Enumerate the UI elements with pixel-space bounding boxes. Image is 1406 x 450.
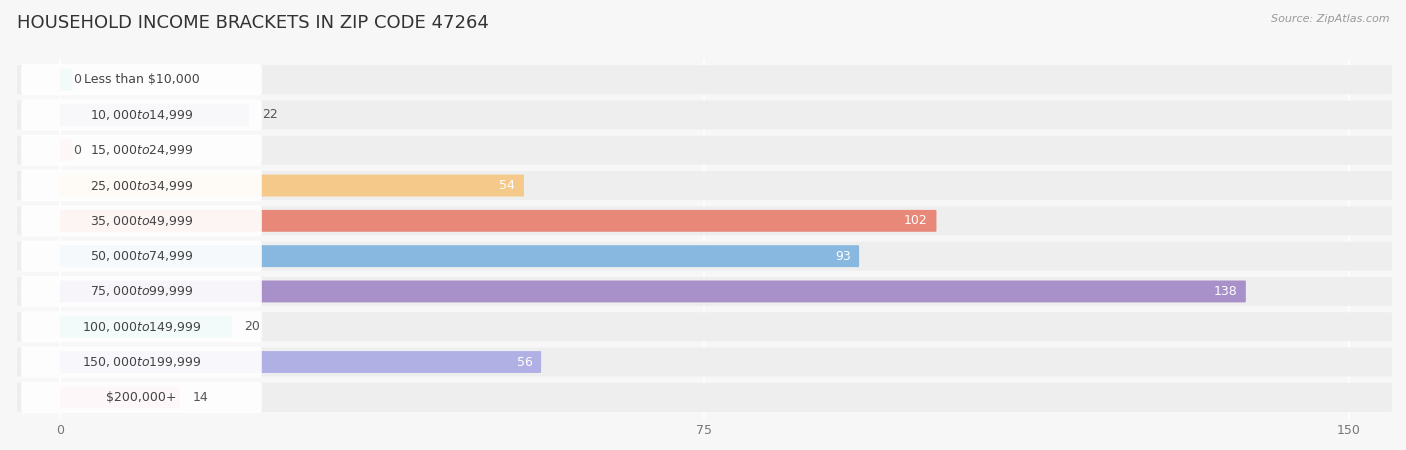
Text: $10,000 to $14,999: $10,000 to $14,999 xyxy=(90,108,193,122)
FancyBboxPatch shape xyxy=(60,245,859,267)
Text: $75,000 to $99,999: $75,000 to $99,999 xyxy=(90,284,193,298)
Text: 54: 54 xyxy=(499,179,516,192)
FancyBboxPatch shape xyxy=(17,347,1392,377)
Text: 14: 14 xyxy=(193,391,209,404)
FancyBboxPatch shape xyxy=(21,170,262,201)
FancyBboxPatch shape xyxy=(21,205,262,236)
Text: 22: 22 xyxy=(262,108,277,122)
FancyBboxPatch shape xyxy=(17,100,1392,130)
FancyBboxPatch shape xyxy=(17,65,1392,94)
Text: $25,000 to $34,999: $25,000 to $34,999 xyxy=(90,179,193,193)
FancyBboxPatch shape xyxy=(21,64,262,95)
FancyBboxPatch shape xyxy=(21,135,262,166)
FancyBboxPatch shape xyxy=(17,383,1392,412)
Text: 20: 20 xyxy=(245,320,260,333)
Text: $200,000+: $200,000+ xyxy=(107,391,177,404)
FancyBboxPatch shape xyxy=(17,136,1392,165)
FancyBboxPatch shape xyxy=(17,242,1392,270)
FancyBboxPatch shape xyxy=(60,175,524,197)
FancyBboxPatch shape xyxy=(21,276,262,307)
FancyBboxPatch shape xyxy=(60,387,180,408)
FancyBboxPatch shape xyxy=(21,241,262,272)
FancyBboxPatch shape xyxy=(60,140,73,161)
Text: 0: 0 xyxy=(73,144,80,157)
FancyBboxPatch shape xyxy=(21,346,262,378)
Text: 0: 0 xyxy=(73,73,80,86)
FancyBboxPatch shape xyxy=(17,207,1392,235)
FancyBboxPatch shape xyxy=(60,280,1246,302)
Text: HOUSEHOLD INCOME BRACKETS IN ZIP CODE 47264: HOUSEHOLD INCOME BRACKETS IN ZIP CODE 47… xyxy=(17,14,489,32)
FancyBboxPatch shape xyxy=(60,69,73,90)
Text: $100,000 to $149,999: $100,000 to $149,999 xyxy=(82,320,201,334)
FancyBboxPatch shape xyxy=(17,277,1392,306)
FancyBboxPatch shape xyxy=(60,104,249,126)
FancyBboxPatch shape xyxy=(60,316,232,338)
FancyBboxPatch shape xyxy=(21,311,262,342)
FancyBboxPatch shape xyxy=(21,99,262,130)
Text: 56: 56 xyxy=(516,356,533,369)
Text: $50,000 to $74,999: $50,000 to $74,999 xyxy=(90,249,193,263)
FancyBboxPatch shape xyxy=(60,351,541,373)
FancyBboxPatch shape xyxy=(60,210,936,232)
Text: Source: ZipAtlas.com: Source: ZipAtlas.com xyxy=(1271,14,1389,23)
Text: $150,000 to $199,999: $150,000 to $199,999 xyxy=(82,355,201,369)
Text: $35,000 to $49,999: $35,000 to $49,999 xyxy=(90,214,193,228)
Text: 102: 102 xyxy=(904,214,928,227)
Text: 138: 138 xyxy=(1213,285,1237,298)
FancyBboxPatch shape xyxy=(17,312,1392,341)
Text: 93: 93 xyxy=(835,250,851,263)
FancyBboxPatch shape xyxy=(21,382,262,413)
FancyBboxPatch shape xyxy=(17,171,1392,200)
Text: Less than $10,000: Less than $10,000 xyxy=(83,73,200,86)
Text: $15,000 to $24,999: $15,000 to $24,999 xyxy=(90,143,193,157)
